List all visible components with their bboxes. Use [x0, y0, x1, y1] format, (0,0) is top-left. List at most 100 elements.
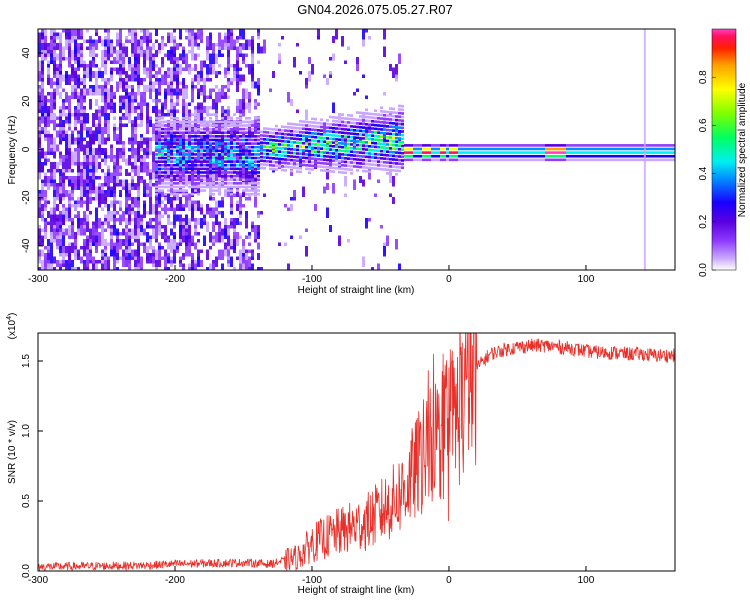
carrier-cell — [335, 119, 338, 123]
carrier-cell — [512, 154, 515, 158]
spectrogram-cell — [140, 39, 143, 47]
carrier-cell — [344, 171, 347, 175]
carrier-cell — [230, 189, 233, 192]
carrier-cell — [167, 127, 170, 131]
spectrogram-cell — [143, 242, 146, 246]
carrier-cell — [272, 128, 275, 131]
carrier-cell — [659, 147, 662, 151]
spectrogram-cell — [176, 162, 179, 166]
spectrogram-cell — [47, 200, 50, 204]
spectrogram-cell — [134, 141, 137, 145]
spectrogram-cell — [251, 256, 254, 260]
carrier-cell — [227, 167, 230, 171]
spectrogram-cell — [107, 204, 110, 215]
spectrogram-cell — [74, 53, 77, 64]
spectrogram-cell — [116, 60, 119, 64]
carrier-cell — [473, 144, 476, 147]
spectrogram-cell — [59, 214, 62, 225]
spectrogram-cell — [344, 60, 347, 64]
spectrogram-cell — [206, 204, 209, 215]
carrier-cell — [554, 151, 557, 154]
carrier-cell — [395, 144, 398, 147]
carrier-cell — [215, 116, 218, 120]
spectrogram-cell — [140, 158, 143, 162]
spectrogram-cell — [239, 211, 242, 215]
carrier-cell — [299, 163, 302, 166]
snr-y-tick-label: 1.0 — [21, 424, 32, 438]
carrier-cell — [359, 144, 362, 147]
spectrogram-cell — [194, 109, 197, 117]
spectrogram-cell — [95, 260, 98, 264]
spectrogram-cell — [62, 29, 65, 33]
spectrogram-cell — [113, 176, 116, 180]
carrier-cell — [155, 156, 158, 160]
carrier-cell — [254, 163, 257, 167]
carrier-cell — [284, 169, 287, 172]
carrier-cell — [440, 151, 443, 154]
carrier-cell — [389, 154, 392, 157]
carrier-cell — [200, 153, 203, 156]
spectrogram-cell — [80, 123, 83, 131]
carrier-cell — [182, 178, 185, 182]
spectrogram-cell — [155, 221, 158, 229]
carrier-cell — [332, 141, 335, 144]
carrier-cell — [221, 185, 224, 189]
spectrogram-cell — [113, 218, 116, 229]
spectrogram-cell — [230, 32, 233, 36]
spectrogram-cell — [236, 81, 239, 92]
carrier-cell — [287, 129, 290, 133]
carrier-cell — [263, 134, 266, 138]
carrier-cell — [191, 145, 194, 149]
carrier-cell — [224, 142, 227, 145]
carrier-cell — [455, 147, 458, 151]
carrier-cell — [182, 182, 185, 185]
spectrogram-cell — [134, 127, 137, 134]
carrier-cell — [584, 158, 587, 162]
spectrogram-cell — [143, 179, 146, 187]
spectrogram-cell — [182, 228, 185, 232]
carrier-cell — [290, 144, 293, 147]
carrier-cell — [227, 138, 230, 142]
spectrogram-cell — [161, 246, 164, 250]
spectrogram-cell — [110, 211, 113, 222]
spectrogram-cell — [251, 39, 254, 50]
spectrogram-cell — [59, 197, 62, 204]
spectrogram-cell — [134, 109, 137, 113]
spectrogram-cell — [53, 256, 56, 264]
carrier-cell — [509, 151, 512, 154]
spectrogram-cell — [221, 183, 224, 187]
spectrogram-cell — [143, 148, 146, 155]
spectrogram-cell — [134, 64, 137, 68]
carrier-cell — [665, 147, 668, 151]
spectrogram-cell — [89, 200, 92, 204]
carrier-cell — [443, 147, 446, 151]
carrier-cell — [401, 133, 404, 137]
carrier-cell — [248, 127, 251, 131]
spectrogram-cell — [362, 256, 365, 267]
carrier-cell — [290, 158, 293, 162]
carrier-cell — [233, 167, 236, 171]
carrier-cell — [185, 149, 188, 153]
carrier-cell — [158, 145, 161, 149]
carrier-cell — [659, 158, 662, 162]
carrier-cell — [392, 114, 395, 118]
carrier-cell — [296, 130, 299, 134]
carrier-cell — [377, 156, 380, 160]
carrier-cell — [314, 154, 317, 157]
carrier-cell — [614, 151, 617, 154]
carrier-cell — [662, 154, 665, 158]
carrier-cell — [266, 145, 269, 149]
carrier-cell — [254, 138, 257, 142]
spectrogram-cell — [251, 46, 254, 57]
spectrogram-cell — [104, 246, 107, 250]
carrier-cell — [371, 119, 374, 123]
spectrogram-cell — [119, 190, 122, 194]
carrier-cell — [656, 147, 659, 151]
carrier-cell — [389, 107, 392, 110]
carrier-cell — [548, 147, 551, 151]
spectrogram-cell — [50, 102, 53, 113]
carrier-cell — [329, 166, 332, 169]
carrier-cell — [245, 192, 248, 196]
carrier-cell — [338, 149, 341, 152]
spectrogram-cell — [146, 116, 149, 124]
